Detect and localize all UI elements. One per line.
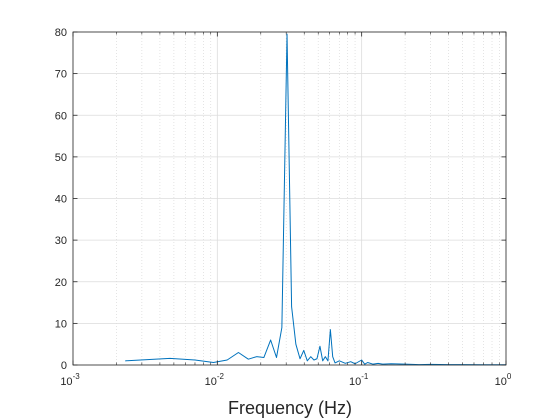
ticks <box>72 31 507 366</box>
plot-area <box>72 31 507 366</box>
y-tick-label: 20 <box>55 277 67 289</box>
y-tick-label: 40 <box>55 194 67 206</box>
y-tick-label: 10 <box>55 318 67 330</box>
x-tick-exponent: -1 <box>361 372 369 381</box>
x-tick-exponent: 0 <box>507 372 512 381</box>
y-tick-label: 0 <box>61 360 67 372</box>
spectrum-line <box>125 33 506 366</box>
x-tick-exponent: -3 <box>73 372 81 381</box>
x-axis-label: Frequency (Hz) <box>228 398 352 418</box>
y-tick-label: 50 <box>55 152 67 164</box>
series-layer <box>125 33 506 366</box>
y-tick-label: 80 <box>55 27 67 39</box>
y-tick-labels: 0 10 20 30 40 50 60 70 80 <box>55 27 67 372</box>
y-tick-label: 60 <box>55 110 67 122</box>
x-tick-exponent: -2 <box>217 372 225 381</box>
y-tick-label: 30 <box>55 235 67 247</box>
y-tick-label: 70 <box>55 69 67 81</box>
